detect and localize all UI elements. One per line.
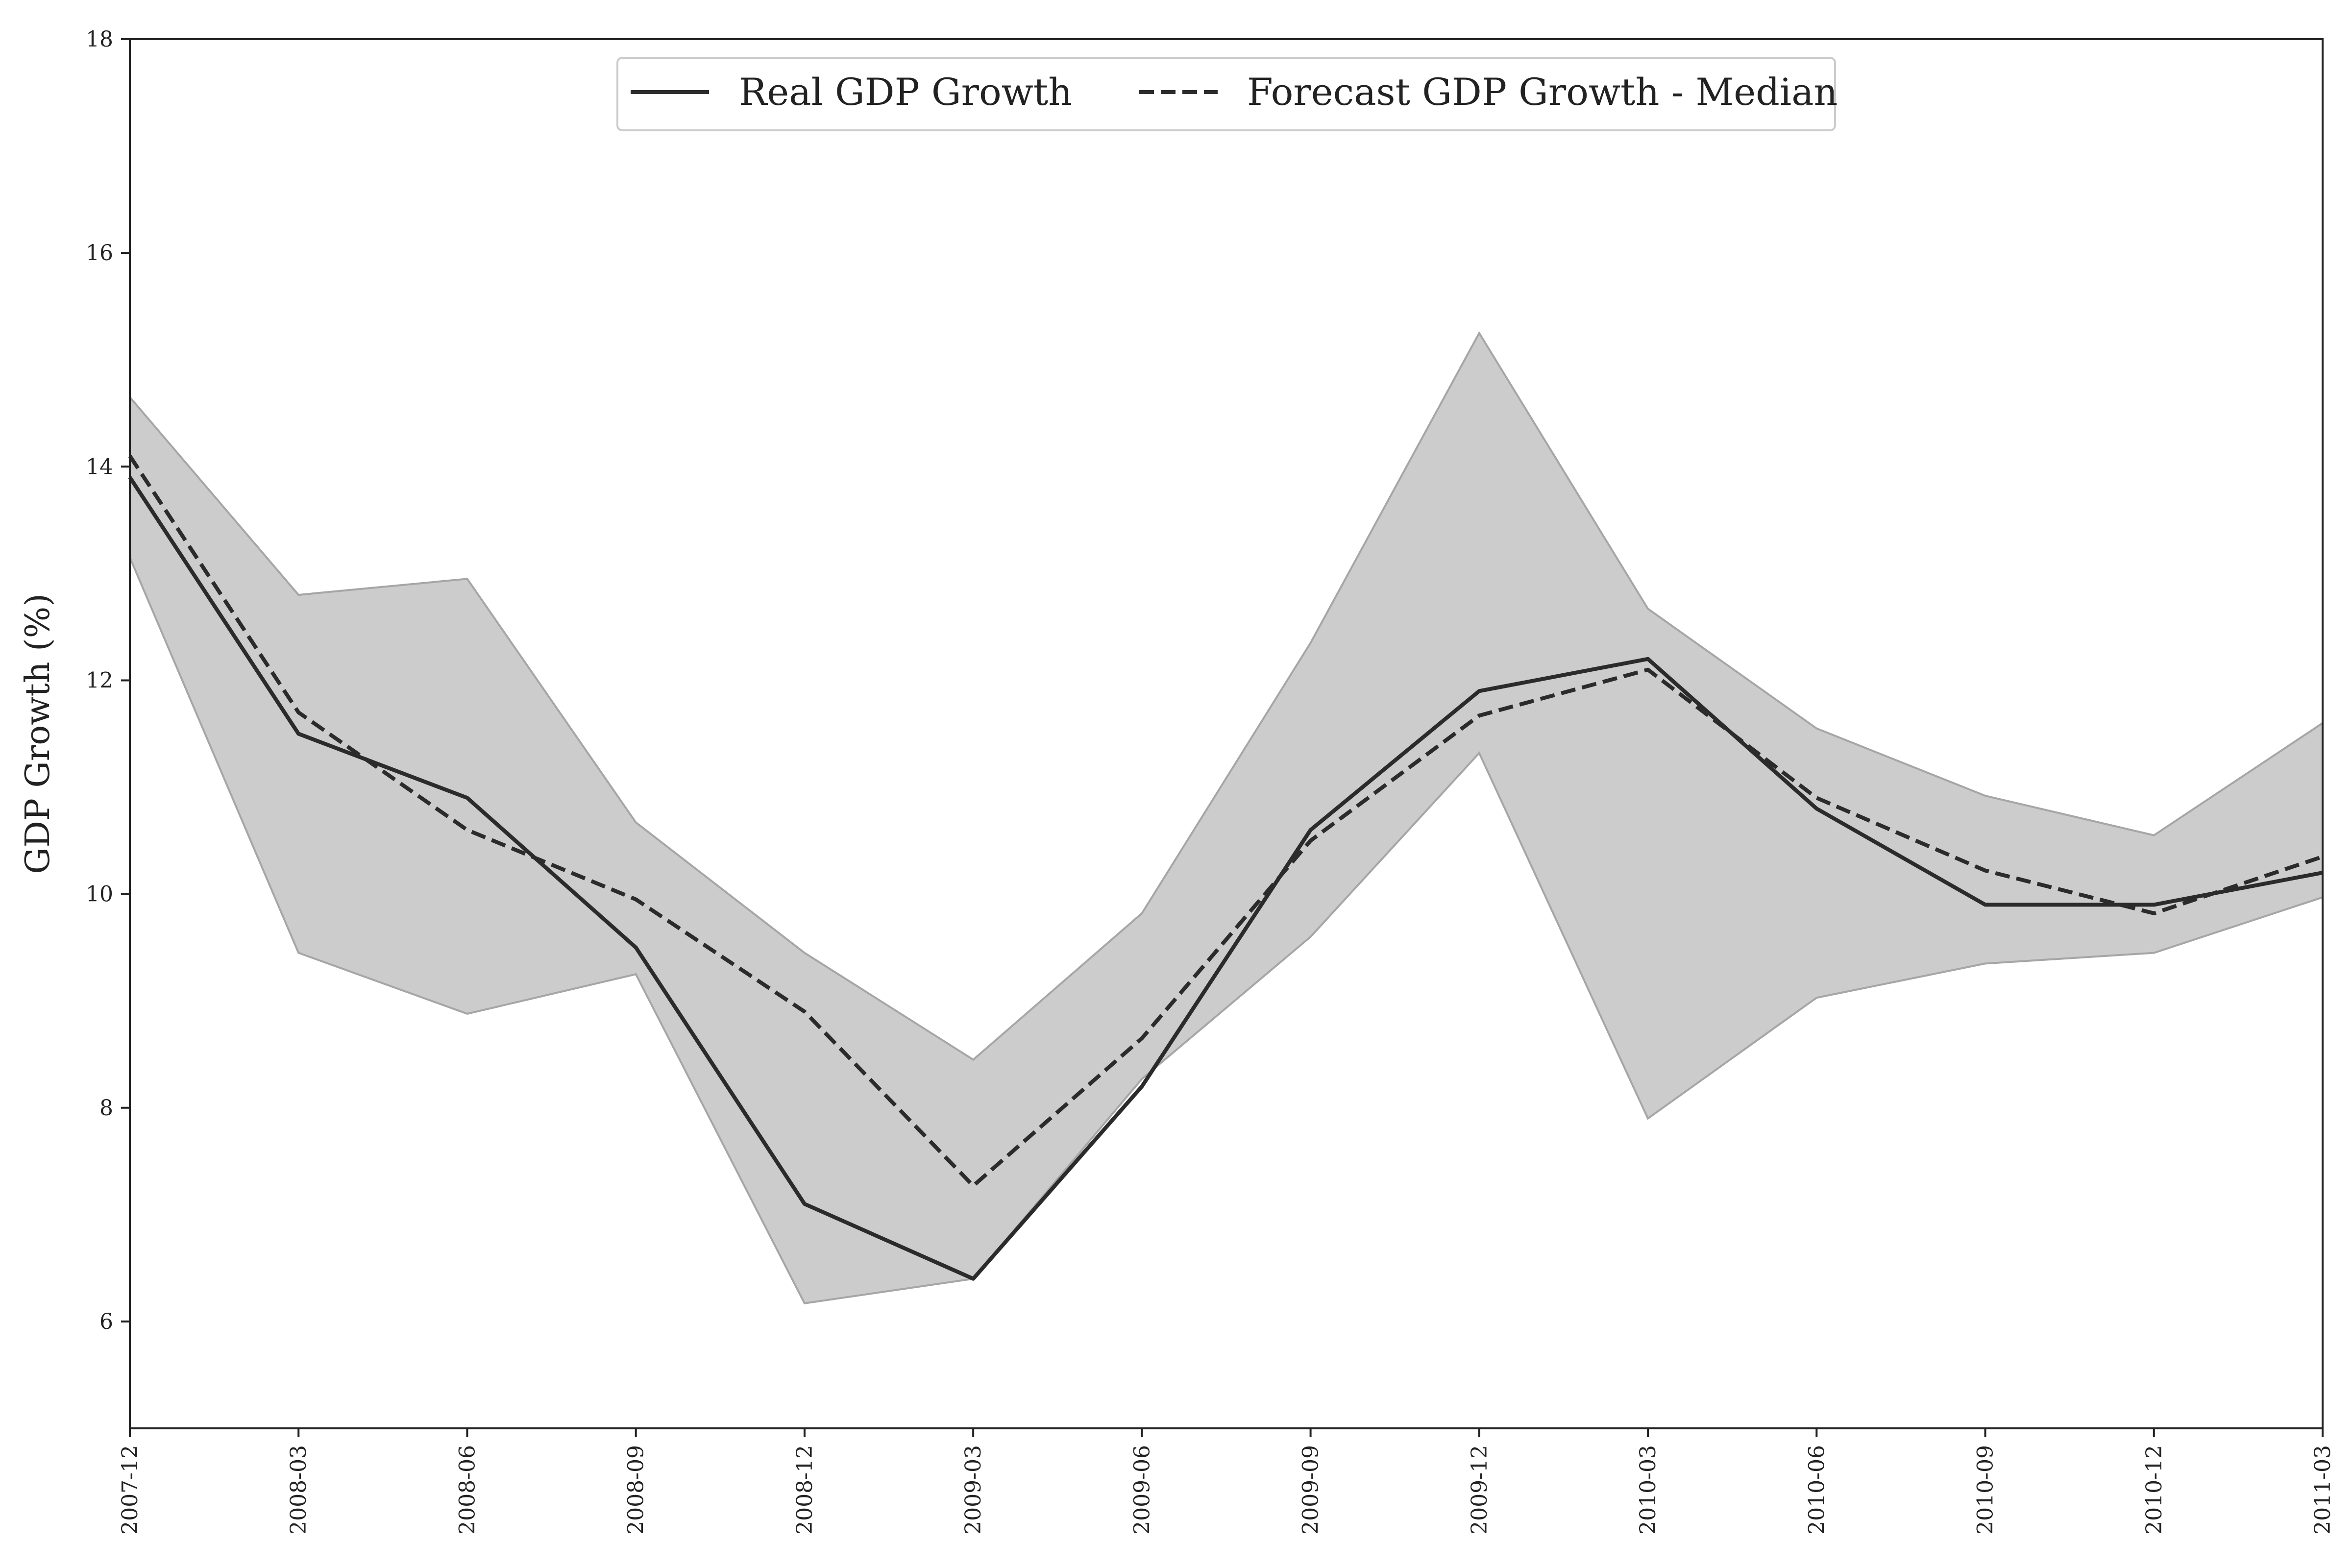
y-tick-label: 8 (99, 1096, 113, 1121)
forecast-range-band (130, 333, 2323, 1303)
legend-label-real-gdp: Real GDP Growth (739, 70, 1072, 114)
y-tick-label: 18 (86, 27, 113, 52)
x-tick-label: 2011-03 (2310, 1445, 2335, 1535)
y-tick-label: 14 (86, 454, 113, 479)
series-line-real-gdp (128, 476, 2323, 1281)
x-axis: 2007-12 2008-03 2008-06 2008-09 2008-12 2009-… (118, 1428, 2335, 1535)
x-tick-label: 2008-12 (792, 1445, 817, 1535)
plot-frame (129, 38, 2324, 1429)
x-tick-label: 2007-12 (118, 1445, 143, 1535)
x-tick-label: 2009-09 (1298, 1445, 1323, 1535)
x-tick-label: 2010-03 (1636, 1445, 1661, 1535)
series-line-forecast-median (128, 455, 2324, 1188)
legend: Real GDP Growth Forecast GDP Growth - Med… (616, 57, 1838, 131)
y-axis: 6 8 10 12 14 16 18 (86, 27, 130, 1334)
x-tick-label: 2009-12 (1467, 1445, 1492, 1535)
y-axis-title: GDP Growth (%) (19, 593, 57, 874)
x-tick-label: 2010-09 (1973, 1445, 1998, 1535)
x-tick-label: 2010-06 (1804, 1445, 1829, 1535)
y-tick-label: 6 (99, 1309, 113, 1334)
y-tick-label: 12 (86, 668, 113, 693)
x-tick-label: 2008-06 (455, 1445, 480, 1535)
x-tick-label: 2009-03 (961, 1445, 986, 1535)
x-tick-label: 2008-03 (286, 1445, 311, 1535)
y-tick-label: 16 (86, 241, 113, 266)
legend-label-forecast-median: Forecast GDP Growth - Median (1247, 70, 1838, 114)
x-tick-label: 2009-06 (1129, 1445, 1154, 1535)
forecast-band-upper-edge (129, 331, 2324, 1061)
series-layer (128, 455, 2324, 1281)
y-tick-label: 10 (86, 882, 113, 907)
x-tick-label: 2010-12 (2142, 1445, 2167, 1535)
forecast-band-layer (129, 331, 2324, 1304)
forecast-band-lower-edge (129, 557, 2323, 1304)
legend-box (616, 57, 1836, 131)
x-tick-label: 2008-09 (624, 1445, 649, 1535)
